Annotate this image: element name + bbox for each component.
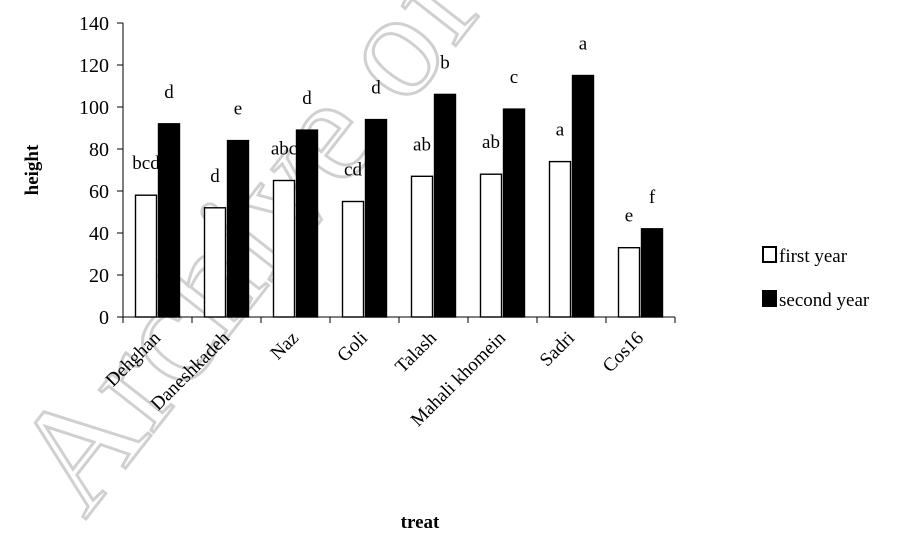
bar-first-year (617, 246, 641, 318)
legend-label: first year (779, 246, 848, 267)
x-axis-title: treat (401, 512, 440, 533)
data-label: a (556, 120, 565, 141)
bar-second-year (157, 123, 181, 318)
data-label: b (440, 52, 450, 73)
bar-first-year (272, 179, 296, 318)
data-label: f (649, 187, 656, 208)
y-tick-label: 40 (89, 223, 109, 245)
data-label: d (371, 78, 381, 99)
bar-first-year (341, 200, 365, 318)
legend-swatch (762, 246, 777, 263)
legend-swatch (762, 290, 777, 307)
y-axis-title: height (22, 144, 43, 195)
bar-second-year (364, 118, 388, 318)
category-label: Cos16 (599, 328, 648, 377)
bar-second-year (433, 93, 457, 318)
bar-first-year (479, 173, 503, 318)
bar-second-year (571, 74, 595, 318)
category-label: Talash (391, 327, 441, 377)
bar-first-year (134, 194, 158, 318)
bar-first-year (203, 207, 227, 318)
data-label: c (510, 67, 518, 88)
data-label: d (302, 88, 312, 109)
y-tick-label: 100 (79, 97, 109, 119)
bar-second-year (226, 139, 250, 318)
legend-label: second year (779, 290, 870, 311)
bar-second-year (640, 228, 664, 318)
legend: first year second year (762, 246, 870, 311)
y-tick-label: 20 (89, 265, 109, 287)
data-label: d (210, 166, 220, 187)
y-tick-label: 120 (79, 55, 109, 77)
data-label: e (234, 99, 242, 120)
data-label: bcd (132, 153, 160, 174)
data-label: cd (344, 160, 362, 181)
bar-first-year (548, 160, 572, 318)
data-label: ab (413, 134, 431, 155)
bar-second-year (502, 108, 526, 318)
data-label: d (164, 82, 174, 103)
data-label: ab (482, 132, 500, 153)
category-label: Goli (333, 328, 372, 367)
y-tick-label: 60 (89, 181, 109, 203)
bar-first-year (410, 175, 434, 318)
category-label: Sadri (536, 328, 579, 371)
y-tick-label: 0 (99, 307, 109, 329)
data-label: a (579, 34, 588, 55)
y-tick-label: 140 (79, 13, 109, 35)
y-tick-label: 80 (89, 139, 109, 161)
bar-second-year (295, 129, 319, 318)
data-label: abc (271, 139, 297, 160)
data-label: e (625, 206, 633, 227)
